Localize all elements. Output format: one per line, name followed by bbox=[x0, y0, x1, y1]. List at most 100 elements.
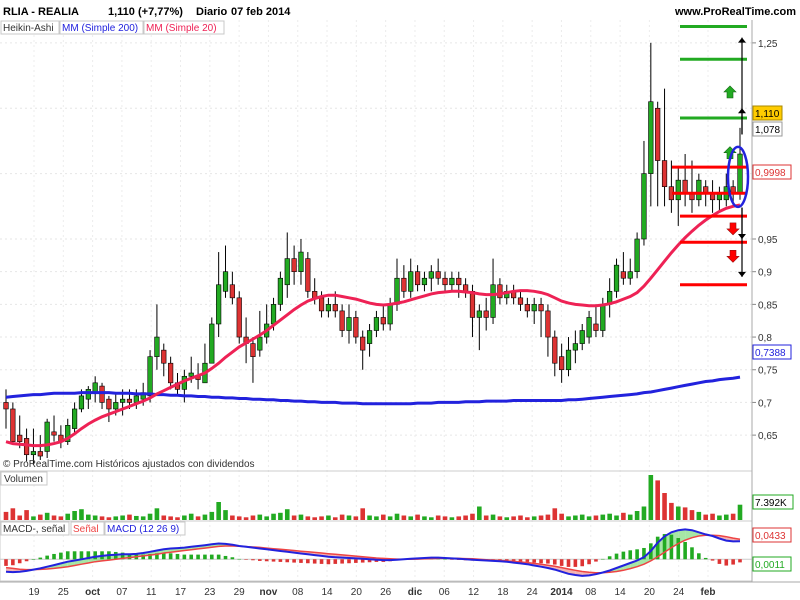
candle-body bbox=[346, 317, 352, 331]
volume-bar bbox=[682, 507, 688, 520]
volume-bar bbox=[669, 502, 674, 520]
candle bbox=[85, 386, 91, 409]
candle bbox=[593, 304, 599, 338]
macd-hist-bar bbox=[614, 553, 619, 560]
volume-bar bbox=[236, 516, 242, 520]
macd-hist-bar bbox=[11, 559, 15, 566]
macd-hist-bar bbox=[292, 559, 296, 563]
macd-hist-bar bbox=[559, 559, 564, 566]
volume-label[interactable]: Volumen bbox=[4, 474, 43, 485]
macd-hist-bar bbox=[306, 559, 310, 564]
x-tick-label: oct bbox=[85, 587, 101, 598]
mm20-tag-value: 1,078 bbox=[755, 125, 780, 136]
candle-body bbox=[360, 336, 366, 351]
volume-tag bbox=[752, 494, 794, 510]
y-tick-label: 0,7 bbox=[758, 398, 772, 409]
candle bbox=[277, 271, 283, 311]
candle-body bbox=[517, 297, 524, 305]
macd-hist-bar bbox=[251, 559, 255, 561]
macd-hist-bar bbox=[676, 538, 681, 560]
candle-body bbox=[600, 304, 606, 331]
macd-hist-bar bbox=[504, 559, 509, 561]
macd-hist-bar bbox=[4, 559, 8, 566]
site-label[interactable]: www.ProRealTime.com bbox=[674, 6, 796, 18]
macd-label-a[interactable]: MACD-, señal bbox=[3, 524, 65, 535]
volume-bar bbox=[291, 515, 297, 520]
macd-hist-bar bbox=[587, 559, 591, 565]
volume-bar bbox=[188, 513, 194, 520]
candle bbox=[360, 330, 366, 370]
macd-label-box-c bbox=[104, 521, 186, 536]
highlight-ellipse bbox=[726, 145, 750, 209]
volume-bar bbox=[374, 516, 379, 520]
candle-body bbox=[106, 398, 112, 410]
volume-bar bbox=[710, 513, 715, 520]
volume-bar bbox=[353, 516, 359, 520]
candle bbox=[627, 258, 633, 285]
macd-hist-bar bbox=[662, 534, 667, 560]
candle-body bbox=[572, 343, 578, 351]
macd-tag-value: 0,0433 bbox=[755, 531, 786, 542]
candle bbox=[648, 42, 654, 207]
candle-body bbox=[737, 153, 743, 194]
candle-body bbox=[44, 421, 50, 452]
candle-body bbox=[620, 271, 626, 279]
candle bbox=[65, 418, 71, 445]
volume-bar bbox=[586, 516, 592, 520]
target-arrow-head bbox=[738, 271, 746, 277]
volume-bar bbox=[44, 512, 50, 520]
volume-bar bbox=[538, 515, 544, 520]
volume-bar bbox=[360, 508, 366, 520]
volume-bar bbox=[79, 509, 84, 520]
candle bbox=[37, 435, 43, 460]
candle bbox=[696, 173, 702, 207]
volume-bar bbox=[99, 516, 105, 520]
macd-label-b[interactable]: Señal bbox=[73, 524, 99, 535]
volume-bar bbox=[182, 515, 187, 520]
volume-bar bbox=[511, 516, 516, 520]
volume-bar bbox=[278, 512, 283, 520]
y-tick-label: 0,95 bbox=[758, 235, 778, 246]
legend-type[interactable]: Heikin-Ashi bbox=[3, 23, 54, 34]
candle bbox=[346, 304, 352, 344]
macd-hist-bar bbox=[354, 559, 358, 563]
x-tick-label: feb bbox=[701, 587, 716, 598]
volume-bar bbox=[737, 504, 743, 520]
candle-body bbox=[120, 398, 126, 403]
volume-bar bbox=[456, 516, 462, 520]
legend-mm20[interactable]: MM (Simple 20) bbox=[146, 23, 217, 34]
macd-hist-bar bbox=[525, 559, 530, 562]
candle-body bbox=[552, 336, 558, 364]
macd-hist-bar bbox=[155, 553, 159, 560]
legend-box-mm20 bbox=[143, 20, 225, 35]
macd-hist-bar bbox=[38, 557, 43, 560]
x-tick-label: dic bbox=[408, 587, 423, 598]
legend-mm200[interactable]: MM (Simple 200) bbox=[62, 23, 138, 34]
volume-bar bbox=[264, 516, 269, 520]
volume-bar bbox=[3, 511, 9, 520]
volume-bar bbox=[442, 516, 448, 520]
candle-body bbox=[696, 179, 702, 201]
candle-body bbox=[408, 271, 414, 292]
volume-bar bbox=[223, 510, 228, 520]
macd-hist-bar bbox=[450, 559, 454, 560]
candle bbox=[380, 304, 386, 331]
candle-body bbox=[469, 290, 476, 318]
candle-body bbox=[37, 451, 43, 457]
volume-bar bbox=[545, 514, 551, 520]
candle-body bbox=[85, 389, 91, 400]
candle-body bbox=[586, 317, 592, 338]
candle bbox=[552, 330, 558, 377]
candle bbox=[17, 415, 23, 449]
volume-bar bbox=[37, 514, 43, 520]
signal-line bbox=[5, 534, 741, 574]
candle-body bbox=[126, 398, 133, 403]
header: RLIA - REALIA 1,110 (+7,77%) Diario 07 f… bbox=[3, 6, 796, 18]
volume-bar bbox=[422, 516, 427, 520]
candle-body bbox=[51, 431, 57, 436]
macd-hist-bar bbox=[65, 551, 70, 560]
macd-label-c[interactable]: MACD (12 26 9) bbox=[107, 524, 179, 535]
price-tags: 1,110 1,078 0,9998 0,7388 7.392K 0,0433 … bbox=[752, 105, 794, 572]
date-axis: 19 25 oct 07 11 17 23 29 nov 08 14 20 26 dic 06 12 18 24 2… bbox=[0, 581, 800, 598]
volume-bar bbox=[429, 517, 434, 520]
